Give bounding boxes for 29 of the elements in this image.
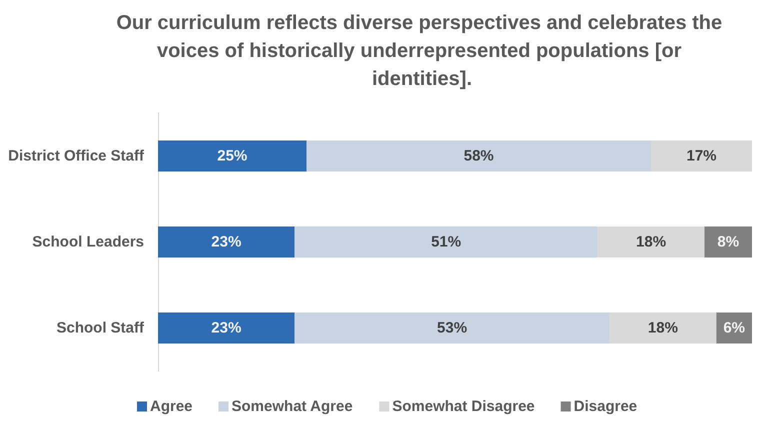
legend-label: Disagree bbox=[574, 398, 638, 415]
data-label: 25% bbox=[217, 148, 248, 164]
data-label: 23% bbox=[211, 234, 242, 250]
bar bbox=[158, 140, 306, 172]
bar bbox=[598, 226, 704, 258]
data-label: 58% bbox=[464, 148, 494, 164]
data-label: 23% bbox=[211, 320, 242, 336]
bar bbox=[609, 312, 716, 344]
legend-label: Agree bbox=[150, 398, 193, 415]
bar bbox=[704, 226, 752, 258]
data-label: 18% bbox=[636, 234, 666, 250]
bar bbox=[294, 226, 598, 258]
legend-label: Somewhat Disagree bbox=[392, 398, 535, 415]
bar bbox=[651, 140, 752, 172]
data-label: 17% bbox=[686, 148, 717, 164]
bar bbox=[306, 140, 652, 172]
y-tick-label: District Office Staff bbox=[8, 148, 145, 164]
bar bbox=[158, 312, 295, 344]
y-tick-label: School Staff bbox=[56, 320, 145, 336]
chart-title: Our curriculum reflects diverse perspectives and celebrates the voices of historically underrepresented populations [or identities]. bbox=[116, 12, 728, 90]
legend-label: Somewhat Agree bbox=[232, 398, 353, 415]
data-label: 53% bbox=[437, 320, 468, 336]
bar bbox=[294, 312, 610, 344]
data-label: 8% bbox=[717, 234, 740, 250]
data-label: 18% bbox=[648, 320, 678, 336]
data-label: 6% bbox=[723, 320, 746, 336]
bar bbox=[158, 226, 295, 258]
data-label: 51% bbox=[431, 234, 462, 250]
y-tick-label: School Leaders bbox=[32, 234, 144, 250]
